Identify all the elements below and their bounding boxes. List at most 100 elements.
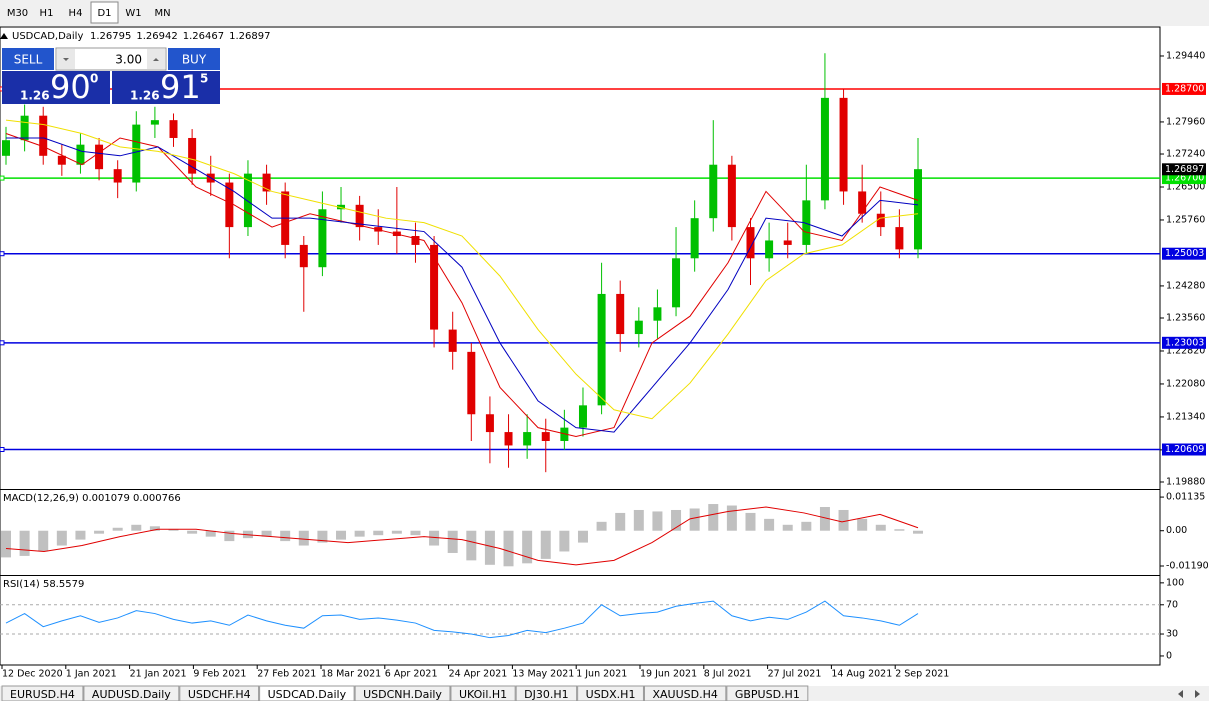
y-tick-label: 1.23560: [1166, 313, 1205, 324]
ohlc-value: 1.26942: [136, 31, 177, 42]
x-tick-label: 9 Feb 2021: [193, 669, 246, 680]
tab[interactable]: [1, 685, 84, 701]
macd-bar: [782, 524, 793, 531]
candle-body: [839, 97, 848, 192]
x-tick-label: 18 Mar 2021: [321, 669, 381, 680]
macd-bar: [819, 507, 830, 531]
level-handle[interactable]: [0, 446, 5, 452]
candle-body: [132, 124, 141, 183]
y-tick-label: 30: [1166, 629, 1178, 640]
ohlc-value: 1.26467: [183, 31, 224, 42]
tab[interactable]: [83, 685, 180, 701]
lots-input[interactable]: [55, 47, 167, 71]
y-tick-label: 0.01135: [1166, 492, 1205, 503]
tab-label: USDCHF.H4: [188, 688, 251, 701]
level-handle[interactable]: [0, 175, 5, 181]
y-tick-label: 1.24280: [1166, 280, 1205, 291]
tab[interactable]: [179, 685, 260, 701]
candle-body: [709, 164, 718, 219]
chart-title: USDCAD,Daily: [12, 31, 83, 42]
candle-body: [20, 115, 29, 141]
timeframe-button[interactable]: [33, 2, 60, 23]
macd-bar: [298, 530, 309, 546]
tab[interactable]: [726, 685, 809, 701]
y-tick-label: 1.21340: [1166, 411, 1205, 422]
macd-bar: [280, 530, 291, 542]
level-handle[interactable]: [0, 340, 5, 346]
x-tick-label: 6 Apr 2021: [385, 669, 438, 680]
candle-body: [653, 307, 662, 321]
timeframe-label: MN: [154, 8, 170, 19]
sell-button[interactable]: [2, 48, 54, 70]
candle-body: [337, 204, 346, 210]
macd-bar: [149, 526, 160, 531]
timeframe-button[interactable]: [149, 2, 176, 23]
x-tick-label: 27 Feb 2021: [257, 669, 316, 680]
ask-box[interactable]: [112, 71, 220, 104]
tab[interactable]: [515, 685, 578, 701]
timeframe-button[interactable]: [120, 2, 147, 23]
x-tick-label: 13 May 2021: [512, 669, 574, 680]
buy-button[interactable]: [168, 48, 220, 70]
candle-body: [150, 120, 159, 125]
timeframe-button[interactable]: [62, 2, 89, 23]
macd-bar: [205, 530, 216, 537]
macd-bar: [708, 504, 719, 531]
y-tick-label: 1.27240: [1166, 149, 1205, 160]
collapse-icon[interactable]: [0, 33, 8, 39]
tab[interactable]: [643, 685, 727, 701]
macd-bar: [484, 530, 495, 565]
tab-scroll-right[interactable]: [1195, 690, 1200, 698]
panel-title: RSI(14) 58.5579: [3, 579, 84, 590]
candle-body: [188, 137, 197, 174]
level-handle[interactable]: [0, 251, 5, 257]
macd-bar: [391, 530, 402, 534]
timeframe-button[interactable]: [4, 2, 31, 23]
candle-body: [746, 227, 755, 259]
tab-scroll-left[interactable]: [1178, 690, 1183, 698]
x-tick-label: 14 Aug 2021: [831, 669, 892, 680]
tab-label: USDCNH.Daily: [363, 688, 442, 701]
bid-box[interactable]: [2, 71, 110, 104]
macd-bar: [261, 530, 272, 537]
moving-average: [5, 119, 919, 420]
candle-body: [448, 329, 457, 352]
macd-bar: [410, 530, 421, 536]
candle-body: [578, 405, 587, 428]
tab[interactable]: [450, 685, 516, 701]
macd-bar: [652, 511, 663, 531]
ohlc-value: 1.26897: [229, 31, 270, 42]
candle-body: [39, 115, 48, 156]
level-label-bg: [1162, 443, 1206, 456]
tab[interactable]: [577, 685, 644, 701]
macd-bar: [336, 530, 347, 540]
ask-pips: 91: [160, 68, 201, 106]
x-tick-label: 21 Jan 2021: [130, 669, 187, 680]
moving-average: [6, 137, 919, 433]
candle-body: [820, 97, 829, 201]
macd-bar: [577, 530, 588, 543]
timeframe-button[interactable]: [90, 1, 119, 24]
tab-label: EURUSD.H4: [10, 688, 75, 701]
candle-body: [318, 209, 327, 268]
rsi-line: [5, 600, 919, 639]
candle-body: [876, 213, 885, 228]
candle-body: [485, 414, 494, 433]
candle-body: [355, 204, 364, 228]
macd-bar: [447, 530, 458, 553]
tab[interactable]: [354, 685, 451, 701]
one-click-panel: SELL 3.00 BUY 1.26 90 0 1.26 91 5: [2, 47, 220, 106]
level-label-bg: [1162, 336, 1206, 349]
tab[interactable]: [259, 685, 355, 701]
ask-big: 1.26: [130, 89, 160, 103]
candle-body: [634, 320, 643, 335]
candle-body: [76, 144, 85, 165]
candle-body: [727, 164, 736, 228]
macd-bar: [112, 527, 123, 531]
candle-body: [57, 155, 66, 165]
macd-bar: [168, 529, 179, 531]
macd-bar: [373, 530, 384, 536]
candle-body: [672, 258, 681, 308]
x-tick-label: 1 Jun 2021: [576, 669, 627, 680]
